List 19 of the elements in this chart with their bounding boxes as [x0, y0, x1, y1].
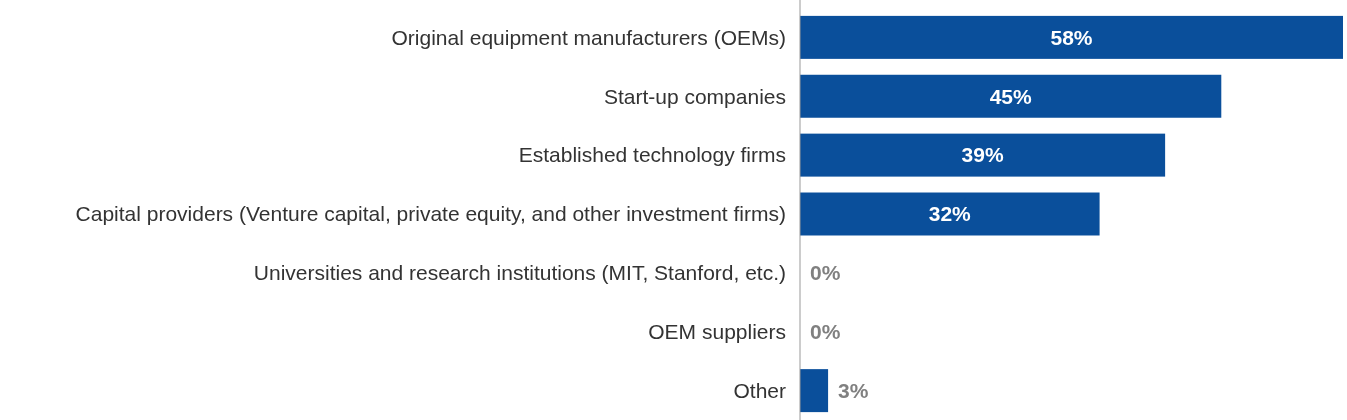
data-label: 0% — [810, 261, 841, 285]
bar — [800, 192, 1100, 236]
data-label: 45% — [989, 84, 1032, 108]
y-tick-label: Capital providers (Venture capital, private equity, and other investment firms) — [75, 202, 786, 226]
data-label: 0% — [810, 320, 841, 344]
bar — [800, 74, 1222, 118]
bar — [800, 369, 829, 413]
y-tick-label: Start-up companies — [603, 84, 786, 108]
data-label: 32% — [928, 202, 972, 226]
data-label: 58% — [1050, 25, 1093, 49]
data-label: 39% — [961, 143, 1004, 167]
y-tick-label: Established technology firms — [518, 143, 786, 167]
data-label: 3% — [838, 378, 869, 402]
y-tick-label: Original equipment manufacturers (OEMs) — [391, 25, 786, 49]
bar — [800, 15, 1343, 59]
y-tick-label: OEM suppliers — [648, 320, 786, 344]
y-tick-label: Other — [733, 378, 786, 402]
y-tick-label: Universities and research institutions (MIT, Stanford, etc.) — [253, 261, 786, 285]
bar — [800, 133, 1166, 177]
